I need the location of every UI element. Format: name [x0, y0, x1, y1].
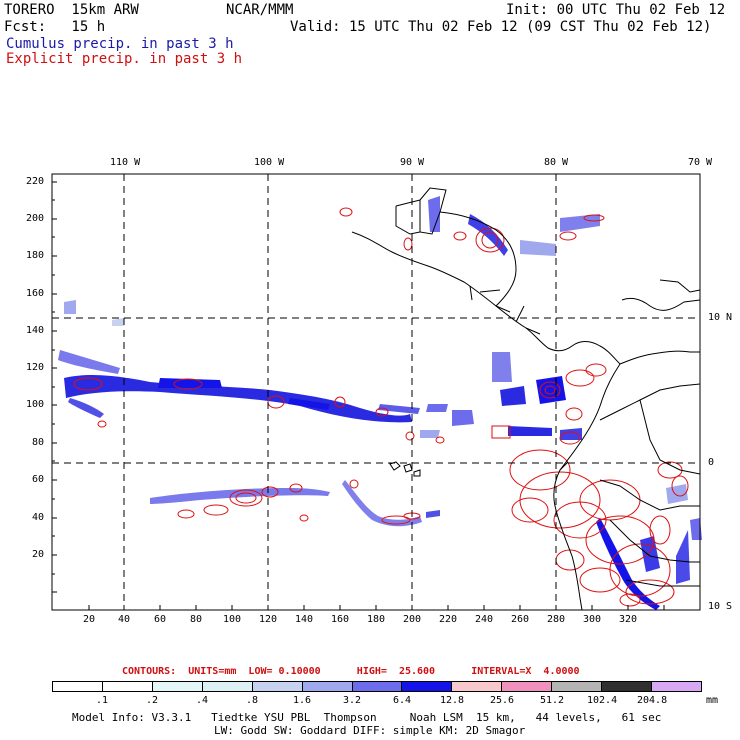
colorbar-tick-label: .8: [246, 695, 259, 706]
colorbar-tick-label: 3.2: [343, 695, 362, 706]
colorbar-swatch: [302, 682, 353, 691]
y-tick-label: 160: [26, 288, 45, 299]
colorbar-tick-label: 51.2: [540, 695, 565, 706]
y-tick-label: 80: [32, 437, 45, 448]
lon-label-110w: 110 W: [110, 157, 141, 168]
model-info: Model Info: V3.3.1 Tiedtke YSU PBL Thomp…: [72, 711, 662, 724]
model-title: TORERO 15km ARW: [4, 2, 139, 18]
colorbar-swatch: [352, 682, 403, 691]
colorbar-swatch: [152, 682, 203, 691]
y-tick-label: 40: [32, 512, 45, 523]
colorbar-swatch: [452, 682, 503, 691]
x-tick-label: 120: [259, 614, 278, 625]
cumulus-precip-shading: [58, 196, 702, 610]
colorbar-swatch: [53, 682, 103, 691]
colorbar-swatch: [102, 682, 153, 691]
y-tick-label: 20: [32, 549, 45, 560]
colorbar-units: mm: [706, 695, 719, 706]
lat-label-0: 0: [708, 457, 715, 468]
x-tick-label: 20: [83, 614, 96, 625]
physics-info: LW: Godd SW: Goddard DIFF: simple KM: 2D…: [214, 724, 526, 737]
y-tick-label: 140: [26, 325, 45, 336]
x-tick-label: 200: [403, 614, 422, 625]
y-tick-label: 180: [26, 250, 45, 261]
init-time: Init: 00 UTC Thu 02 Feb 12: [506, 2, 726, 18]
colorbar-tick-label: .1: [96, 695, 109, 706]
colorbar-tick-label: 204.8: [637, 695, 668, 706]
x-tick-label: 60: [154, 614, 167, 625]
coastlines: [351, 187, 701, 611]
colorbar-tick-label: .4: [196, 695, 209, 706]
colorbar-labels: .1 .2 .4 .8 1.6 3.2 6.4 12.8 25.6 51.2 102.4 204.8: [52, 696, 702, 708]
x-tick-label: 100: [223, 614, 242, 625]
x-tick-label: 280: [547, 614, 566, 625]
colorbar-swatch: [502, 682, 553, 691]
center-name: NCAR/MMM: [226, 2, 294, 18]
colorbar-tick-label: 1.6: [293, 695, 312, 706]
lon-label-70w: 70 W: [688, 157, 713, 168]
colorbar-tick-label: 25.6: [490, 695, 515, 706]
y-tick-label: 100: [26, 399, 45, 410]
colorbar-tick-label: 6.4: [393, 695, 412, 706]
map-frame: [51, 173, 701, 611]
colorbar-tick-label: .2: [146, 695, 159, 706]
x-tick-label: 140: [295, 614, 314, 625]
valid-time: Valid: 15 UTC Thu 02 Feb 12 (09 CST Thu …: [290, 19, 712, 35]
x-tick-label: 320: [619, 614, 638, 625]
y-tick-label: 60: [32, 474, 45, 485]
lon-label-100w: 100 W: [254, 157, 285, 168]
explicit-precip-contours: [73, 207, 689, 607]
x-tick-label: 180: [367, 614, 386, 625]
x-tick-label: 160: [331, 614, 350, 625]
legend-cumulus: Cumulus precip. in past 3 h: [6, 36, 234, 52]
colorbar-swatch: [402, 682, 453, 691]
colorbar-swatch: [602, 682, 653, 691]
x-tick-label: 80: [190, 614, 203, 625]
legend-explicit: Explicit precip. in past 3 h: [6, 51, 243, 67]
lon-label-80w: 80 W: [544, 157, 569, 168]
colorbar-tick-label: 12.8: [440, 695, 465, 706]
colorbar-swatch: [252, 682, 303, 691]
forecast-hour: Fcst: 15 h: [4, 19, 106, 35]
x-tick-label: 40: [118, 614, 131, 625]
x-tick-label: 300: [583, 614, 602, 625]
y-tick-label: 200: [26, 213, 45, 224]
y-tick-label: 220: [26, 176, 45, 187]
latlon-grid: [52, 174, 700, 610]
colorbar-swatch: [552, 682, 603, 691]
colorbar-swatch: [202, 682, 253, 691]
lat-label-10n: 10 N: [708, 312, 733, 323]
x-tick-label: 240: [475, 614, 494, 625]
x-tick-label: 220: [439, 614, 458, 625]
colorbar-swatch: [652, 682, 701, 691]
colorbar: [52, 681, 702, 692]
lon-label-90w: 90 W: [400, 157, 425, 168]
colorbar-tick-label: 102.4: [587, 695, 618, 706]
lat-label-10s: 10 S: [708, 601, 733, 612]
x-tick-label: 260: [511, 614, 530, 625]
contour-info: CONTOURS: UNITS=mm LOW= 0.10000 HIGH= 25…: [122, 666, 580, 677]
y-tick-label: 120: [26, 362, 45, 373]
